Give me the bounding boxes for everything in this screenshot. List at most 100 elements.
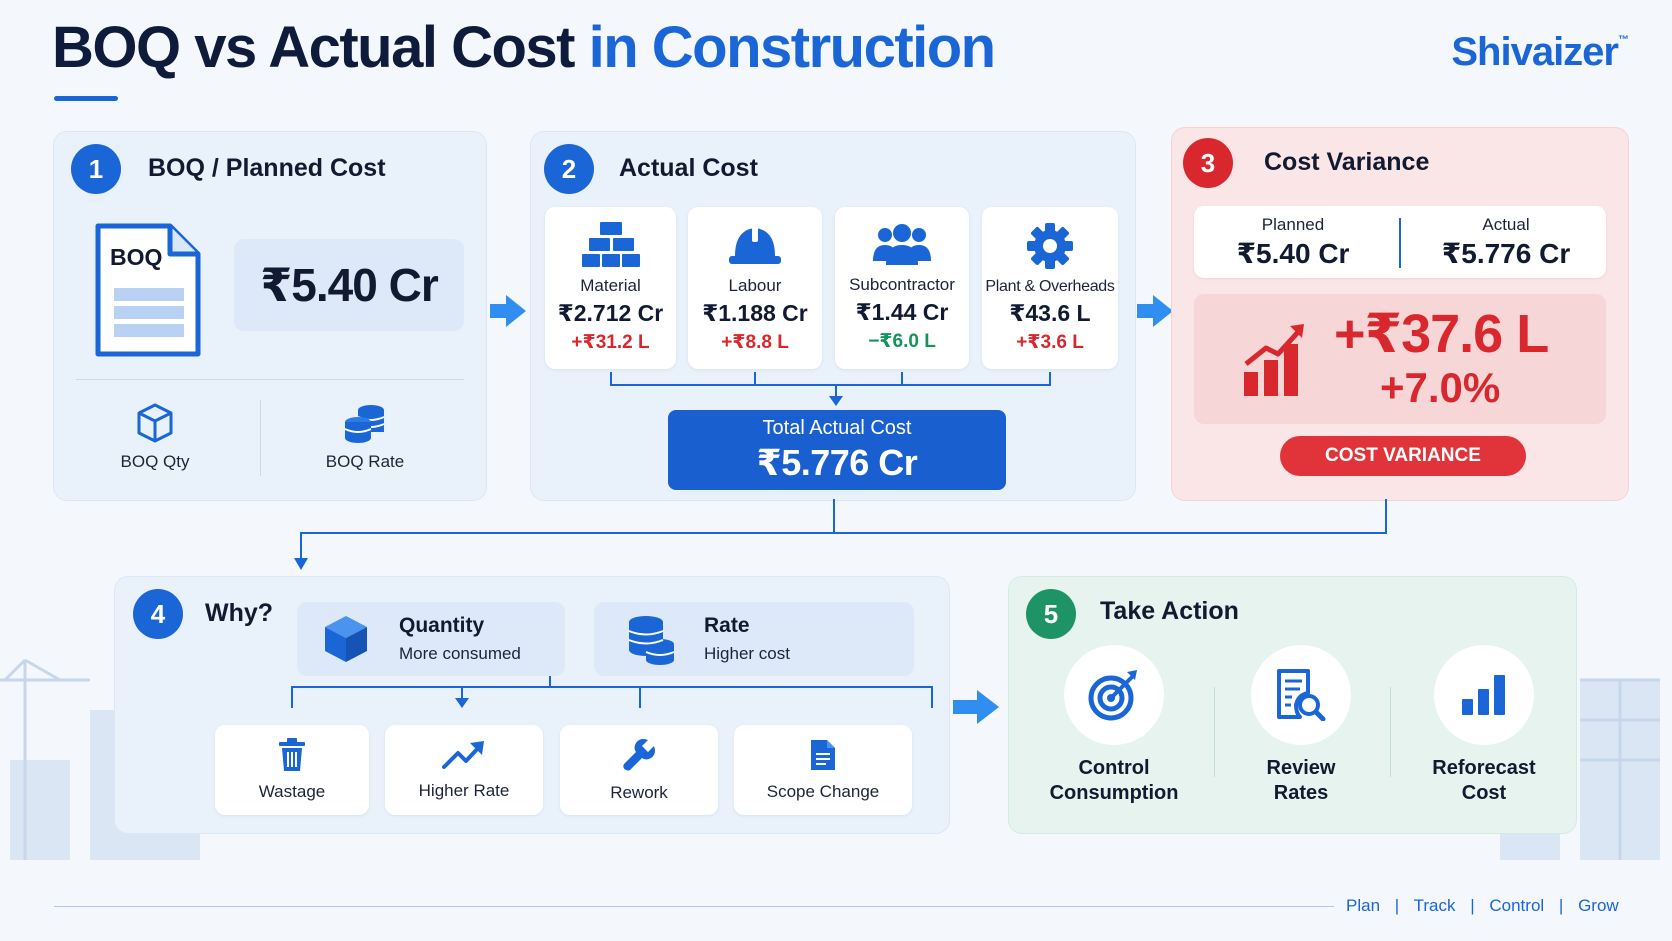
- cause-scope-change: Scope Change: [734, 725, 912, 815]
- cause-label: Scope Change: [766, 782, 880, 801]
- arrow-right-icon: [1137, 295, 1173, 327]
- trash-icon: [279, 738, 305, 771]
- step-number-3: 3: [1183, 138, 1233, 188]
- flow-connector: [1385, 499, 1387, 534]
- action-icon-circle: [1064, 645, 1164, 745]
- bar-chart-icon: [1462, 675, 1505, 715]
- brand-name: Shivaizer: [1451, 30, 1619, 74]
- cost-label: Subcontractor: [849, 275, 955, 294]
- coins-icon: [344, 405, 385, 443]
- actual-panel-title: Actual Cost: [619, 154, 758, 182]
- why-panel-title: Why?: [205, 599, 274, 627]
- boq-panel-title: BOQ / Planned Cost: [148, 154, 386, 182]
- planned-value: ₹5.40 Cr: [1236, 237, 1350, 269]
- title-main: BOQ vs Actual Cost: [52, 15, 575, 80]
- variance-panel-title: Cost Variance: [1264, 148, 1430, 176]
- variance-percent: +7.0%: [1380, 364, 1501, 411]
- take-action-panel: 5 Take Action Control Consumption Review: [1008, 576, 1577, 834]
- cube-icon: [325, 616, 367, 662]
- action-icon-circle: [1434, 645, 1534, 745]
- cost-card-labour: Labour ₹1.188 Cr +₹8.8 L: [688, 207, 822, 369]
- boq-divider: [76, 379, 464, 380]
- bracket-connector: [610, 384, 1051, 386]
- action-label-line2: Cost: [1461, 782, 1507, 804]
- boq-qty-label: BOQ Qty: [120, 452, 190, 471]
- rate-title: Rate: [704, 614, 750, 637]
- planned-amount-box: ₹5.40 Cr: [234, 239, 464, 331]
- cause-wastage: Wastage: [215, 725, 369, 815]
- gear-icon: [1027, 223, 1073, 269]
- footer-item-plan: Plan: [1346, 896, 1381, 915]
- action-label-line1: Control: [1078, 757, 1150, 779]
- brand-trademark: ™: [1618, 34, 1629, 46]
- planned-amount: ₹5.40 Cr: [260, 259, 438, 311]
- cause-label: Higher Rate: [418, 781, 510, 800]
- cost-delta: −₹6.0 L: [868, 331, 936, 352]
- actual-block: Actual ₹5.776 Cr: [1406, 206, 1606, 278]
- actual-cost-panel: 2 Actual Cost Material ₹2.712 Cr +₹31.2 …: [530, 131, 1136, 501]
- action-label-line2: Rates: [1273, 782, 1329, 804]
- boq-rate-label: BOQ Rate: [325, 452, 405, 471]
- total-actual-label: Total Actual Cost: [762, 416, 912, 439]
- actual-value: ₹5.776 Cr: [1441, 237, 1571, 269]
- report-search-icon: [1277, 669, 1326, 721]
- footer-item-track: Track: [1413, 896, 1456, 915]
- cost-label: Plant & Overheads: [985, 278, 1115, 295]
- arrow-down-icon: [455, 698, 469, 708]
- target-icon: [1088, 670, 1137, 721]
- variance-amount: +₹37.6 L: [1334, 304, 1549, 364]
- cause-label: Wastage: [258, 782, 326, 801]
- cost-value: ₹43.6 L: [1009, 300, 1091, 326]
- action-review-rates: Review Rates: [1223, 645, 1379, 805]
- cost-value: ₹1.44 Cr: [855, 299, 949, 325]
- cost-delta: +₹31.2 L: [571, 332, 650, 353]
- cause-tree-connector: [639, 686, 641, 708]
- cause-quantity-card: Quantity More consumed: [297, 602, 565, 676]
- cost-card-material: Material ₹2.712 Cr +₹31.2 L: [545, 207, 676, 369]
- arrow-right-icon: [953, 690, 999, 724]
- bracket-connector: [610, 372, 612, 386]
- action-control-consumption: Control Consumption: [1029, 645, 1199, 805]
- cause-tree-connector: [549, 676, 551, 688]
- cost-delta: +₹8.8 L: [721, 332, 789, 353]
- flow-connector: [833, 499, 835, 534]
- planned-label: Planned: [1261, 214, 1325, 234]
- arrow-right-icon: [490, 295, 526, 327]
- boq-qty-item: BOQ Qty: [90, 402, 220, 472]
- cost-card-subcontractor: Subcontractor ₹1.44 Cr −₹6.0 L: [835, 207, 969, 369]
- cause-rework: Rework: [560, 725, 718, 815]
- cost-label: Material: [580, 276, 641, 295]
- bracket-connector: [835, 384, 837, 398]
- bracket-connector: [901, 372, 903, 386]
- footer-rule: [54, 906, 1334, 907]
- footer-separator: |: [1558, 896, 1564, 915]
- step-number-2: 2: [544, 144, 594, 194]
- wrench-icon: [623, 739, 655, 771]
- cost-label: Labour: [728, 276, 782, 295]
- cost-variance-badge-label: COST VARIANCE: [1325, 445, 1481, 466]
- bracket-connector: [754, 372, 756, 386]
- document-icon: [811, 740, 835, 770]
- boq-panel: 1 BOQ / Planned Cost BOQ ₹5.40 Cr BOQ Qt…: [53, 131, 487, 501]
- boq-vertical-divider: [260, 400, 261, 476]
- trend-up-chart-icon: [1244, 324, 1304, 396]
- footer-item-control: Control: [1489, 896, 1545, 915]
- arrow-down-icon: [829, 396, 843, 406]
- total-actual-value: ₹5.776 Cr: [756, 441, 918, 483]
- planned-block: Planned ₹5.40 Cr: [1194, 206, 1392, 278]
- quantity-title: Quantity: [399, 614, 485, 637]
- action-label-line2: Consumption: [1049, 782, 1179, 804]
- coins-icon: [628, 616, 675, 665]
- boq-document-label: BOQ: [110, 244, 163, 270]
- action-panel-title: Take Action: [1100, 597, 1239, 625]
- quantity-subtitle: More consumed: [399, 644, 521, 663]
- cause-tree-connector: [291, 686, 293, 708]
- step-number-4: 4: [133, 589, 183, 639]
- cube-outline-icon: [137, 403, 173, 443]
- planned-actual-divider: [1399, 218, 1401, 268]
- team-icon: [873, 224, 931, 265]
- planned-vs-actual-card: Planned ₹5.40 Cr Actual ₹5.776 Cr: [1194, 206, 1606, 278]
- why-panel: 4 Why? Quantity More consumed Rate Highe…: [114, 576, 950, 834]
- cause-tree-connector: [291, 686, 933, 688]
- cost-delta: +₹3.6 L: [1016, 332, 1084, 353]
